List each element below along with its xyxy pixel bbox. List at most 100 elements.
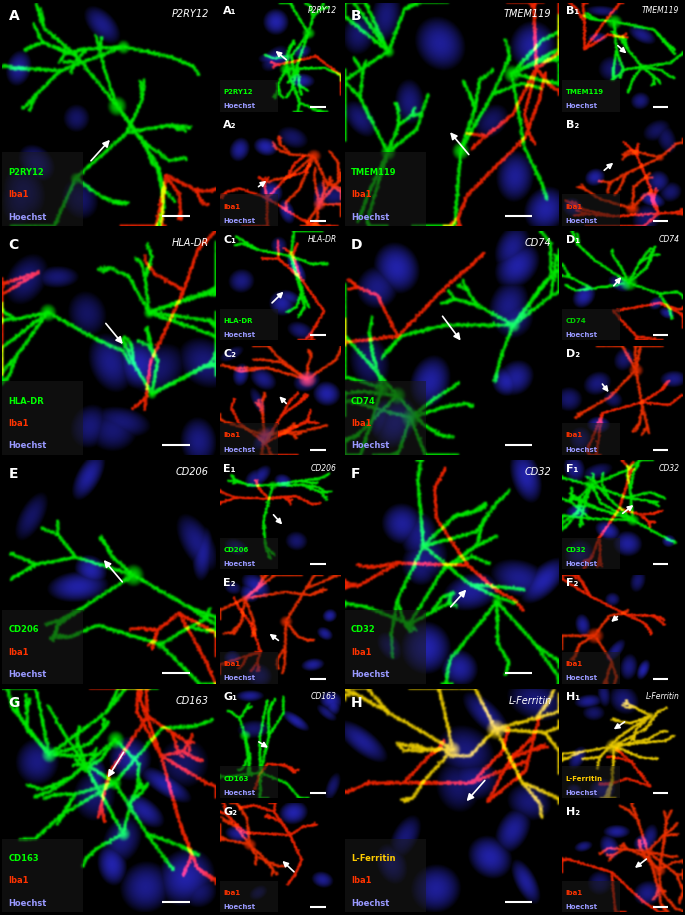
Bar — [2, 152, 83, 226]
Bar — [562, 80, 620, 112]
Text: CD163: CD163 — [223, 776, 249, 781]
Text: A: A — [8, 9, 19, 24]
Text: Iba1: Iba1 — [8, 648, 29, 657]
Text: Hoechst: Hoechst — [566, 447, 598, 453]
Text: L-Ferritin: L-Ferritin — [645, 693, 680, 701]
Text: Hoechst: Hoechst — [566, 904, 598, 910]
Text: G₁: G₁ — [223, 693, 237, 702]
Bar — [2, 609, 83, 684]
Text: G: G — [8, 695, 20, 710]
Text: Iba1: Iba1 — [223, 433, 240, 438]
Bar — [219, 651, 277, 684]
Text: B₁: B₁ — [566, 6, 579, 16]
Text: Iba1: Iba1 — [8, 190, 29, 199]
Text: CD163: CD163 — [176, 695, 209, 705]
Text: Hoechst: Hoechst — [566, 103, 598, 110]
Bar — [219, 766, 277, 798]
Text: D₂: D₂ — [566, 350, 580, 359]
Bar — [2, 838, 83, 912]
Bar — [562, 537, 620, 569]
Text: L-Ferritin: L-Ferritin — [566, 776, 603, 781]
Text: TMEM119: TMEM119 — [504, 9, 551, 19]
Bar — [219, 194, 277, 226]
Text: H₂: H₂ — [566, 807, 580, 816]
Text: C₁: C₁ — [223, 235, 236, 244]
Bar — [562, 651, 620, 684]
Text: HLA-DR: HLA-DR — [308, 235, 337, 243]
Text: HLA-DR: HLA-DR — [172, 238, 209, 248]
Text: Hoechst: Hoechst — [351, 441, 389, 450]
Text: Hoechst: Hoechst — [351, 670, 389, 679]
Text: H: H — [351, 695, 362, 710]
Text: E₁: E₁ — [223, 464, 236, 473]
Text: Hoechst: Hoechst — [223, 561, 256, 567]
Bar — [219, 308, 277, 340]
Text: Hoechst: Hoechst — [223, 904, 256, 910]
Bar — [345, 381, 425, 455]
Text: Iba1: Iba1 — [8, 877, 29, 886]
Text: F: F — [351, 467, 360, 481]
Text: Hoechst: Hoechst — [8, 441, 47, 450]
Text: Hoechst: Hoechst — [351, 899, 389, 908]
Text: Hoechst: Hoechst — [351, 212, 389, 221]
Text: B₂: B₂ — [566, 121, 579, 130]
Text: H₁: H₁ — [566, 693, 580, 702]
Text: F₁: F₁ — [566, 464, 578, 473]
Text: CD32: CD32 — [525, 467, 551, 477]
Text: CD32: CD32 — [351, 625, 375, 634]
Text: Hoechst: Hoechst — [8, 670, 47, 679]
Text: Iba1: Iba1 — [566, 433, 583, 438]
Text: Iba1: Iba1 — [223, 890, 240, 896]
Text: P2RY12: P2RY12 — [8, 167, 45, 177]
Text: P2RY12: P2RY12 — [308, 6, 337, 15]
Text: Iba1: Iba1 — [223, 662, 240, 667]
Text: Iba1: Iba1 — [351, 648, 371, 657]
Text: Hoechst: Hoechst — [566, 332, 598, 339]
Text: CD206: CD206 — [8, 625, 39, 634]
Text: Hoechst: Hoechst — [566, 561, 598, 567]
Text: Iba1: Iba1 — [351, 419, 371, 428]
Bar — [345, 152, 425, 226]
Bar — [562, 194, 620, 226]
Text: Hoechst: Hoechst — [8, 212, 47, 221]
Text: CD32: CD32 — [566, 547, 586, 553]
Text: Iba1: Iba1 — [566, 662, 583, 667]
Text: Hoechst: Hoechst — [223, 447, 256, 453]
Text: E₂: E₂ — [223, 578, 236, 587]
Text: HLA-DR: HLA-DR — [8, 396, 45, 405]
Text: P2RY12: P2RY12 — [223, 90, 253, 95]
Bar — [562, 423, 620, 455]
Text: D₁: D₁ — [566, 235, 580, 244]
Text: C₂: C₂ — [223, 350, 236, 359]
Bar — [219, 80, 277, 112]
Bar — [219, 537, 277, 569]
Text: CD206: CD206 — [223, 547, 249, 553]
Text: G₂: G₂ — [223, 807, 237, 816]
Text: Hoechst: Hoechst — [223, 218, 256, 224]
Text: CD206: CD206 — [311, 464, 337, 472]
Text: A₂: A₂ — [223, 121, 237, 130]
Text: Iba1: Iba1 — [566, 890, 583, 896]
Text: CD163: CD163 — [311, 693, 337, 701]
Bar — [562, 880, 620, 912]
Text: A₁: A₁ — [223, 6, 237, 16]
Text: TMEM119: TMEM119 — [351, 167, 397, 177]
Text: C: C — [8, 238, 18, 253]
Bar — [345, 838, 425, 912]
Text: CD74: CD74 — [351, 396, 375, 405]
Text: Hoechst: Hoechst — [566, 675, 598, 682]
Text: Hoechst: Hoechst — [223, 332, 256, 339]
Bar — [345, 609, 425, 684]
Text: Hoechst: Hoechst — [566, 790, 598, 796]
Bar — [2, 381, 83, 455]
Bar — [219, 423, 277, 455]
Text: HLA-DR: HLA-DR — [223, 318, 253, 324]
Text: Iba1: Iba1 — [8, 419, 29, 428]
Text: CD32: CD32 — [658, 464, 680, 472]
Text: Hoechst: Hoechst — [223, 790, 256, 796]
Text: CD74: CD74 — [525, 238, 551, 248]
Text: Iba1: Iba1 — [223, 204, 240, 210]
Text: Hoechst: Hoechst — [223, 675, 256, 682]
Text: F₂: F₂ — [566, 578, 578, 587]
Text: Iba1: Iba1 — [351, 877, 371, 886]
